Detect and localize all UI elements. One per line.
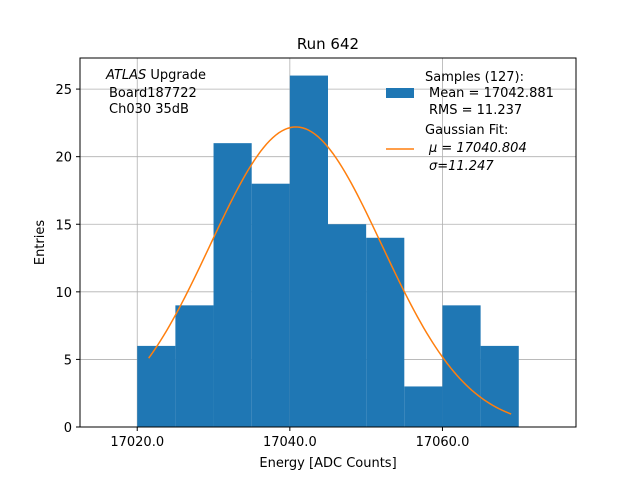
legend-samples-label: Samples (127): — [425, 70, 524, 85]
histogram-bar — [366, 237, 405, 427]
y-tick-label: 20 — [55, 151, 72, 166]
x-axis-label: Energy [ADC Counts] — [259, 456, 396, 471]
legend-samples-mean: Mean = 17042.881 — [429, 86, 554, 101]
gaussian-fit — [148, 126, 512, 415]
histogram-bar — [328, 224, 367, 427]
histogram-bar — [442, 305, 481, 427]
histogram-bar — [289, 75, 328, 428]
legend-gaussian-mu: μ = 17040.804 — [428, 141, 527, 156]
histogram-bars — [137, 75, 519, 428]
legend: Samples (127): Mean = 17042.881 RMS = 11… — [386, 70, 554, 174]
histogram-bar — [404, 386, 443, 427]
histogram-bar — [137, 345, 176, 427]
histogram-bar — [175, 305, 214, 427]
legend-samples-swatch — [386, 88, 414, 98]
x-tick-label: 17020.0 — [110, 435, 164, 450]
gaussian-fit-curve — [148, 126, 512, 415]
atlas-annotation: ATLAS Upgrade Board187722 Ch030 35dB — [105, 68, 206, 117]
histogram-bar — [480, 345, 519, 427]
y-axis-label: Entries — [33, 220, 48, 266]
y-tick-label: 0 — [64, 421, 72, 436]
axis-ticks: 17020.0 17040.0 17060.0 0 5 10 15 20 25 — [55, 83, 469, 450]
annotation-line-3: Ch030 35dB — [109, 102, 189, 117]
x-tick-label: 17060.0 — [416, 435, 470, 450]
axes-frame — [79, 57, 577, 428]
annotation-line-1: ATLAS Upgrade — [105, 68, 206, 83]
y-tick-label: 25 — [55, 83, 72, 98]
y-tick-label: 15 — [55, 218, 72, 233]
x-tick-label: 17040.0 — [263, 435, 317, 450]
legend-gaussian-label: Gaussian Fit: — [425, 123, 508, 138]
y-tick-label: 5 — [64, 353, 72, 368]
legend-samples-rms: RMS = 11.237 — [429, 103, 522, 118]
y-tick-label: 10 — [55, 286, 72, 301]
histogram-bar — [213, 143, 252, 427]
chart-title: Run 642 — [297, 35, 359, 53]
histogram-bar — [251, 183, 290, 427]
legend-gaussian-sigma: σ=11.247 — [429, 159, 494, 174]
annotation-line-2: Board187722 — [109, 86, 197, 101]
